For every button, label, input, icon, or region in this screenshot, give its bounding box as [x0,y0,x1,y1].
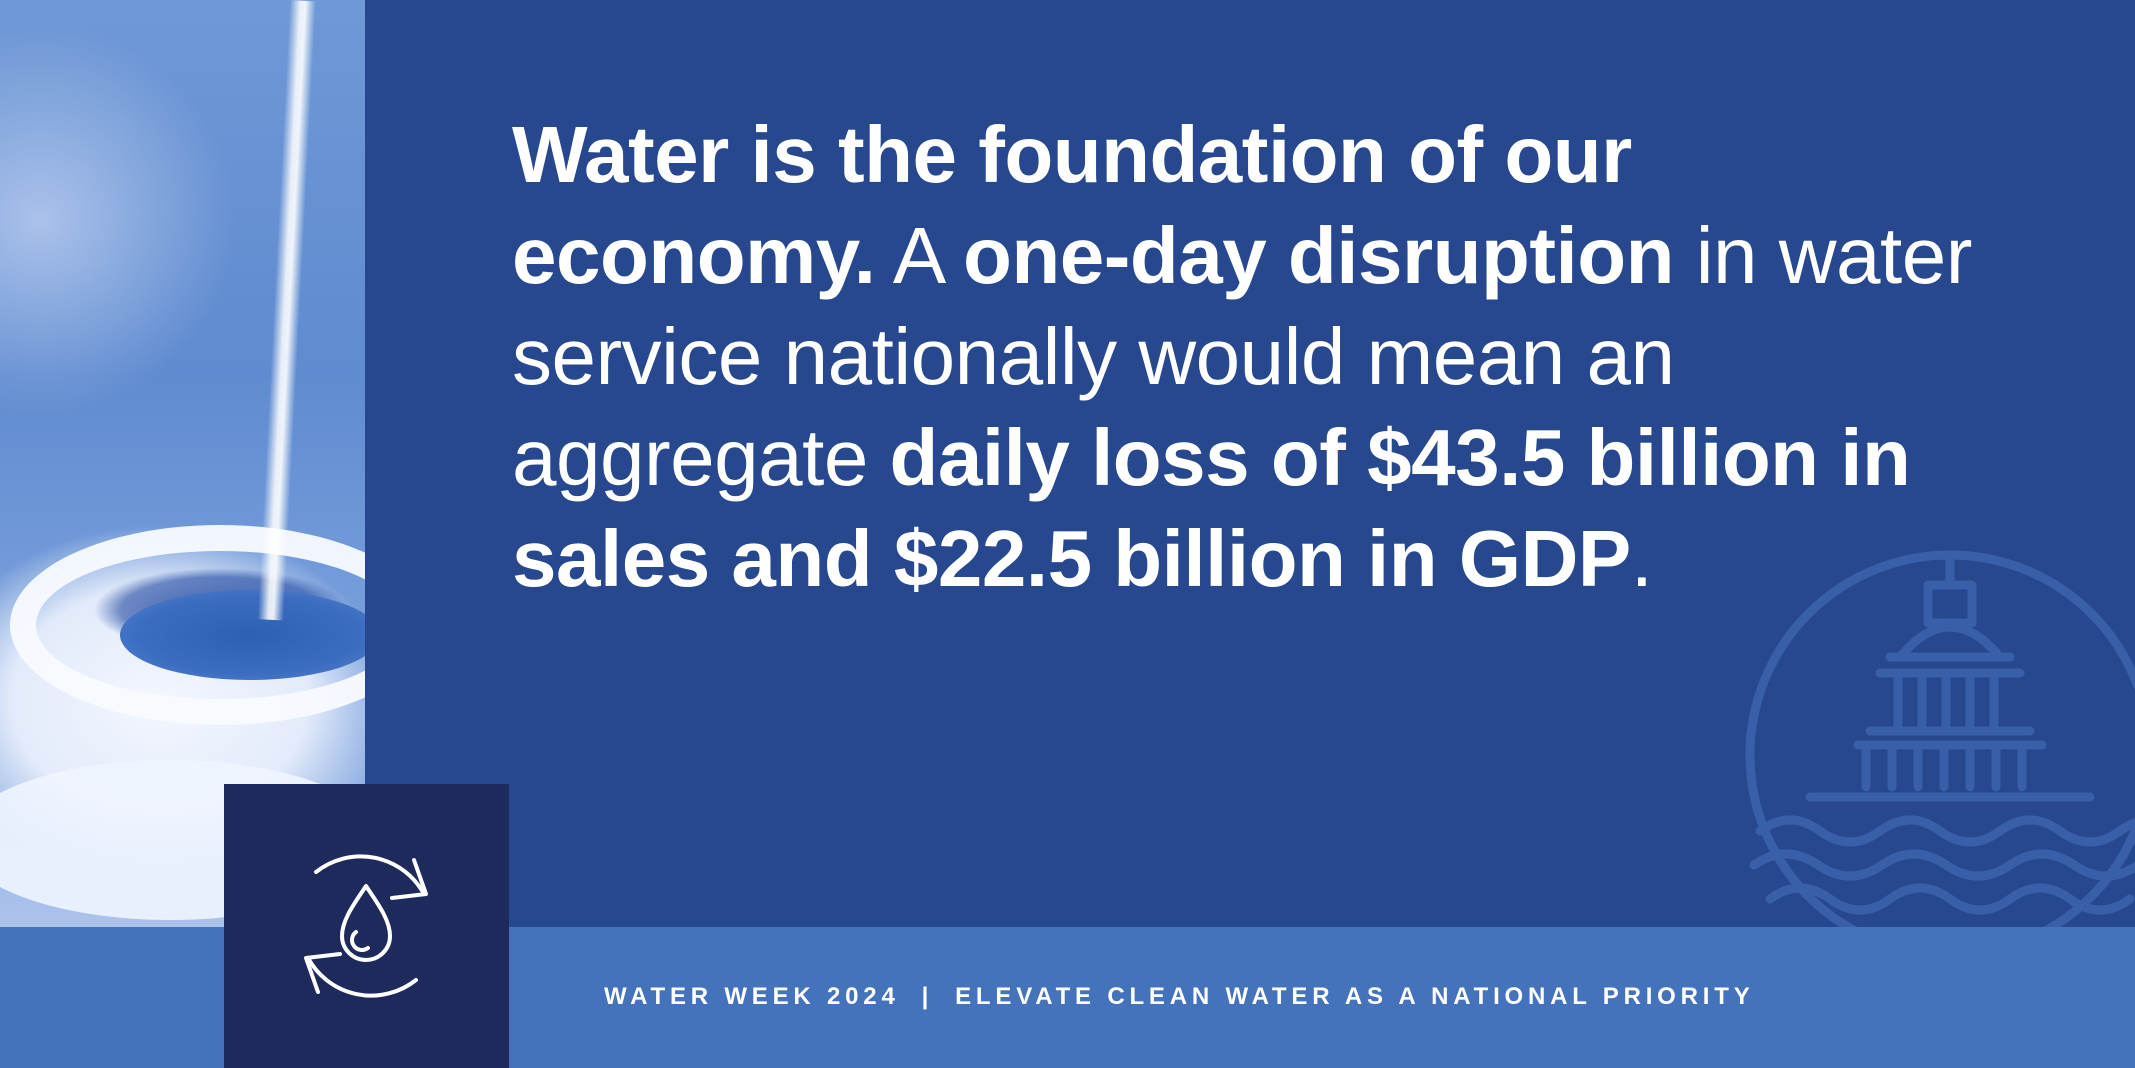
water-stream-shape [257,0,316,621]
event-name: WATER WEEK 2024 [604,983,900,1010]
icon-tile [224,784,509,1068]
quote-part-4: in water service nationally would mean a… [512,211,1972,502]
quote-part-5: daily loss of $43.5 billion in sales and… [512,413,1911,603]
quote-part-2: A [875,211,963,300]
quote-part-1: Water is the foundation of our economy. [512,110,1632,300]
quote-part-3: one-day disruption [962,211,1675,300]
quote-part-6: . [1630,514,1653,603]
water-drop-recycle-icon [304,854,428,998]
campaign-slogan: ELEVATE CLEAN WATER AS A NATIONAL PRIORI… [955,983,1755,1010]
tagline-separator: | [921,983,934,1010]
cup-water-shape [120,590,365,680]
capitol-emblem-icon [1745,550,2135,960]
footer-tagline: WATER WEEK 2024 | ELEVATE CLEAN WATER AS A… [604,980,1904,1014]
quote-text: Water is the foundation of our economy. … [512,104,1982,609]
